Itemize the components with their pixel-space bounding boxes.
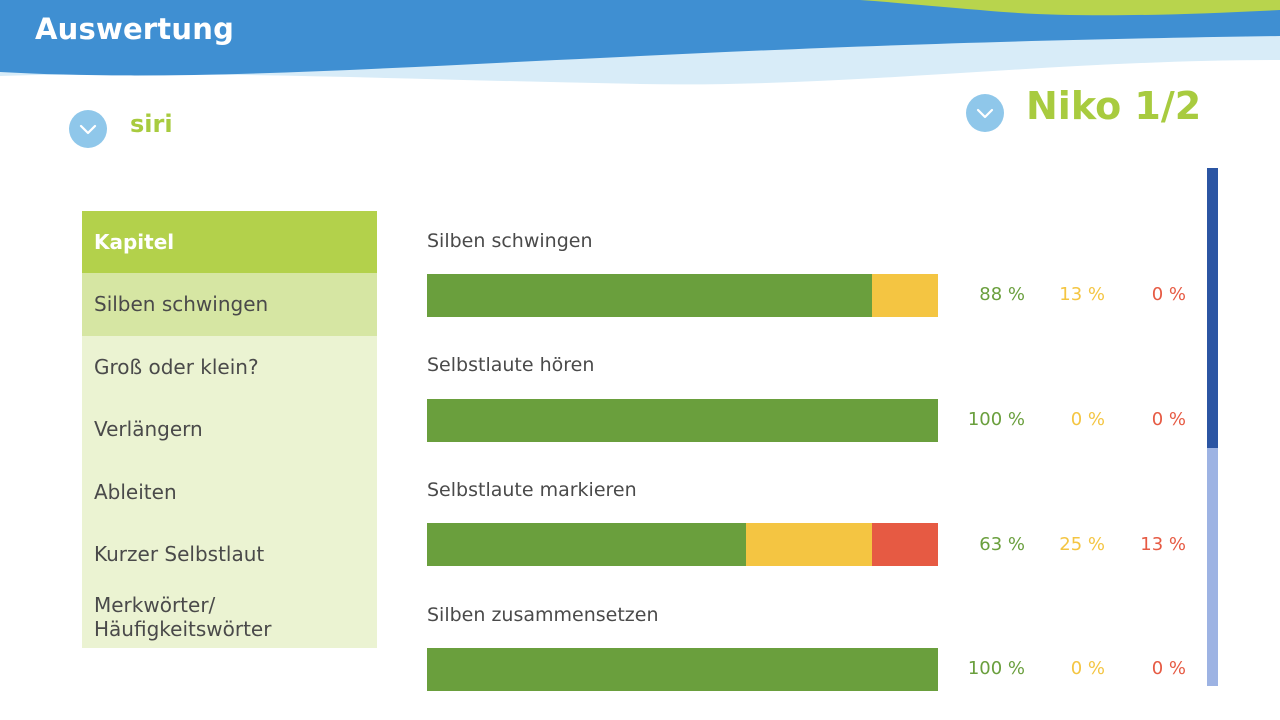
chapter-item-kurzer-selbstlaut[interactable]: Kurzer Selbstlaut [82, 523, 377, 586]
student-name[interactable]: siri [130, 110, 173, 138]
test-dropdown-button[interactable] [966, 94, 1004, 132]
bar-segment-correct [427, 274, 873, 317]
scrollbar-thumb[interactable] [1207, 168, 1218, 448]
chapter-item-ableiten[interactable]: Ableiten [82, 461, 377, 524]
percent-wrong: 0 % [1151, 409, 1186, 430]
student-dropdown-button[interactable] [69, 110, 107, 148]
chapter-item-label: Ableiten [94, 479, 177, 504]
chevron-down-icon [976, 108, 994, 119]
percent-correct: 100 % [967, 409, 1025, 430]
test-name[interactable]: Niko 1/2 [1026, 84, 1202, 128]
chapter-item-merkwoerter[interactable]: Merkwörter/ Häufigkeitswörter [82, 586, 377, 649]
result-bar [427, 274, 938, 317]
page-title: Auswertung [35, 12, 235, 46]
bar-segment-wrong [872, 523, 938, 566]
percent-correct: 63 % [979, 534, 1025, 555]
chapter-item-label: Kurzer Selbstlaut [94, 542, 265, 567]
header-wave-graphic [0, 0, 1280, 85]
chapter-item-label: Groß oder klein? [94, 354, 259, 379]
bar-segment-correct [427, 523, 746, 566]
percent-partial: 0 % [1070, 658, 1105, 679]
bar-segment-correct [427, 648, 938, 691]
percent-correct: 88 % [979, 284, 1025, 305]
percent-partial: 25 % [1059, 534, 1105, 555]
result-bar [427, 523, 938, 566]
bar-segment-partial [745, 523, 873, 566]
chapter-item-label: Verlängern [94, 417, 203, 442]
percent-wrong: 0 % [1151, 658, 1186, 679]
header-banner: Auswertung [0, 0, 1280, 90]
chapter-item-silben-schwingen[interactable]: Silben schwingen [82, 273, 377, 336]
chevron-down-icon [79, 124, 97, 135]
chapter-item-label: Merkwörter/ Häufigkeitswörter [94, 592, 272, 641]
bar-segment-partial [872, 274, 938, 317]
result-title: Silben schwingen [427, 230, 593, 252]
chapter-item-verlaengern[interactable]: Verlängern [82, 398, 377, 461]
bar-segment-correct [427, 399, 938, 442]
percent-wrong: 13 % [1140, 534, 1186, 555]
result-title: Selbstlaute markieren [427, 479, 637, 501]
chapter-item-gross-oder-klein[interactable]: Groß oder klein? [82, 336, 377, 399]
result-bar [427, 648, 938, 691]
scrollbar-track[interactable] [1207, 168, 1218, 686]
result-bar [427, 399, 938, 442]
percent-correct: 100 % [967, 658, 1025, 679]
percent-wrong: 0 % [1151, 284, 1186, 305]
result-title: Selbstlaute hören [427, 354, 595, 376]
chapter-item-label: Silben schwingen [94, 292, 269, 317]
result-title: Silben zusammensetzen [427, 604, 659, 626]
percent-partial: 0 % [1070, 409, 1105, 430]
chapter-list-heading: Kapitel [82, 211, 377, 273]
chapter-list: Kapitel Silben schwingen Groß oder klein… [82, 211, 377, 648]
percent-partial: 13 % [1059, 284, 1105, 305]
